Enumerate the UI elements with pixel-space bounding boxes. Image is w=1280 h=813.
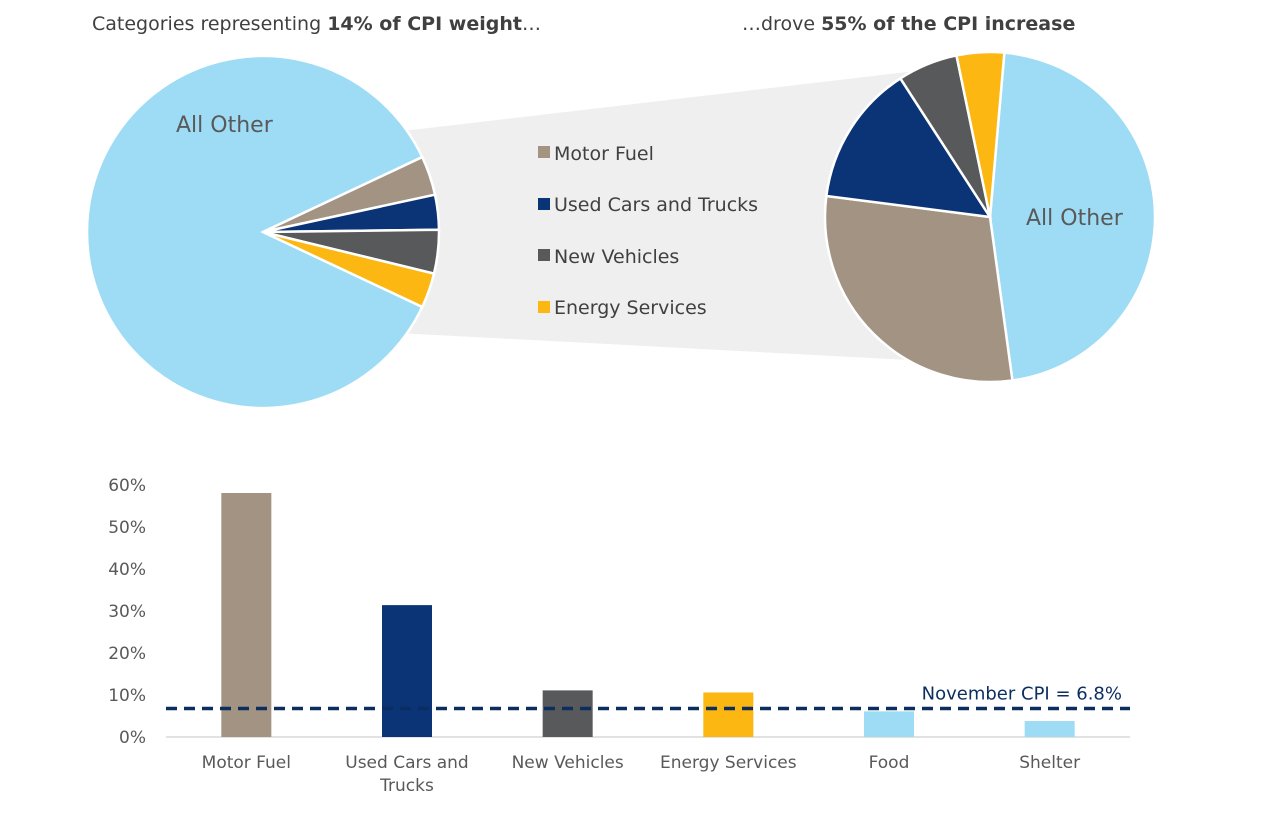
legend-label-used-cars: Used Cars and Trucks [554,194,758,216]
left-header-suffix: … [522,13,541,35]
legend-label-motor-fuel: Motor Fuel [554,143,654,165]
pie-slice-used-cars-and-trucks [824,76,993,219]
pie-slice-all-other [988,51,1157,382]
weight-pie-chart: All Other [85,54,441,410]
x-tick-label-energy-services: Energy Services [660,753,797,773]
x-tick-label-motor-fuel: Motor Fuel [202,753,291,773]
left-header-bold: 14% of CPI weight [327,13,522,35]
x-tick-label-used-cars-and-trucks: Used Cars and Trucks [345,753,468,796]
legend: Motor Fuel Used Cars and Trucks New Vehi… [538,143,758,319]
y-tick-label: 40% [108,560,146,580]
legend-label-new-vehicles: New Vehicles [554,246,679,268]
y-tick-label: 30% [108,602,146,622]
right-header: …drove 55% of the CPI increase [742,13,1075,35]
y-tick-label: 20% [108,644,146,664]
bar-food [864,711,914,737]
right-header-prefix: …drove [742,13,821,35]
pie-slice-energy-services [262,230,436,309]
pie-label-all-other: All Other [176,113,274,138]
legend-label-energy-services: Energy Services [554,297,707,319]
left-header-prefix: Categories representing [92,13,327,35]
bar-chart: 0% 10% 20% 30% 40% 50% 60% Motor Fuel Used Cars … [108,476,1130,796]
legend-swatch-new-vehicles [538,249,550,261]
right-header-bold: 55% of the CPI increase [821,13,1075,35]
bar-used-cars-and-trucks [382,605,432,737]
cpi-reference-label: November CPI = 6.8% [922,683,1122,704]
bar-motor-fuel [221,492,272,737]
x-tick-label-new-vehicles: New Vehicles [512,753,624,773]
increase-pie-chart: All Other [823,50,1157,384]
x-tick-label-food: Food [869,753,910,773]
legend-swatch-motor-fuel [538,146,550,158]
pie-label-all-other: All Other [1026,206,1124,231]
left-header: Categories representing 14% of CPI weigh… [92,13,541,35]
y-tick-label: 60% [108,476,146,496]
legend-swatch-used-cars [538,198,550,210]
bar-shelter [1024,721,1075,737]
pie-slice-energy-services [955,50,1006,218]
pie-slice-all-other [85,54,424,410]
bar-energy-services [703,692,754,737]
bar-new-vehicles [542,690,593,737]
y-tick-label: 50% [108,518,146,538]
legend-swatch-energy-services [538,301,550,313]
pie-slice-motor-fuel [823,194,1014,384]
pie-connector-band [406,71,913,360]
y-tick-label: 0% [119,728,146,748]
x-tick-label-shelter: Shelter [1019,753,1080,773]
y-tick-label: 10% [108,686,146,706]
